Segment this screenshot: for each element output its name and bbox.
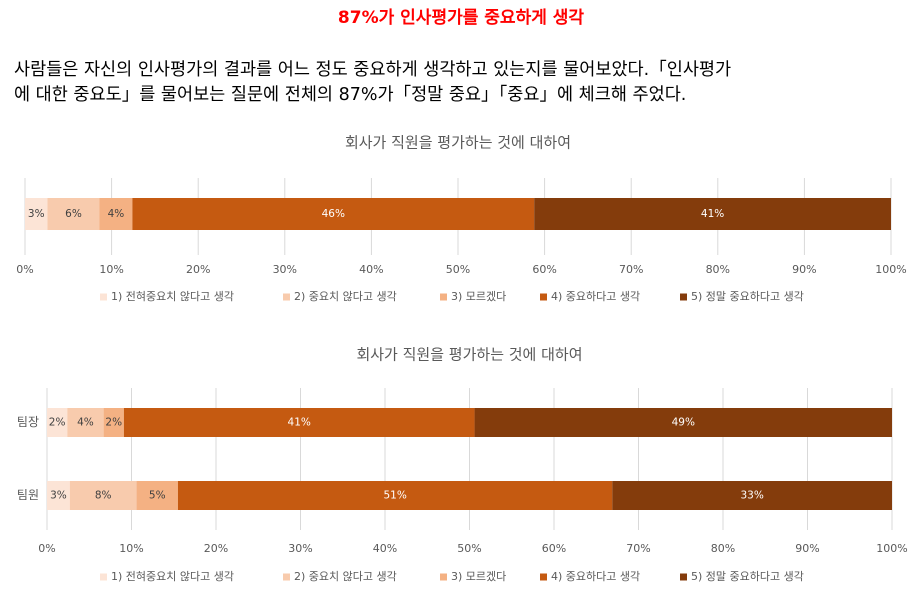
x-tick-label: 100%: [876, 542, 907, 555]
x-tick-label: 50%: [446, 263, 470, 276]
x-tick-label: 80%: [711, 542, 735, 555]
bar-segment: [534, 198, 891, 230]
x-tick-label: 30%: [273, 263, 297, 276]
legend-swatch: [680, 573, 687, 581]
bar-segment: [67, 408, 104, 437]
x-tick-label: 90%: [792, 263, 816, 276]
bar-segment: [47, 198, 100, 230]
data-label: 8%: [95, 490, 112, 502]
x-tick-label: 30%: [288, 542, 312, 555]
data-label: 49%: [672, 417, 695, 429]
x-tick-label: 10%: [119, 542, 143, 555]
data-label: 4%: [77, 417, 94, 429]
x-tick-label: 10%: [99, 263, 123, 276]
bar-segment: [136, 481, 178, 510]
legend-swatch: [680, 293, 687, 301]
x-tick-label: 40%: [373, 542, 397, 555]
data-label: 46%: [322, 208, 345, 220]
data-label: 4%: [108, 208, 125, 220]
legend-label: 3) 모르겠다: [451, 570, 506, 583]
x-tick-label: 80%: [706, 263, 730, 276]
category-label: 팀장: [17, 415, 39, 429]
legend-label: 5) 정말 중요하다고 생각: [691, 289, 804, 303]
x-tick-label: 0%: [16, 263, 33, 276]
x-tick-label: 60%: [542, 542, 566, 555]
bar-segment: [47, 481, 70, 510]
data-label: 5%: [149, 490, 166, 502]
bar-segment: [612, 481, 892, 510]
legend-label: 1) 전혀중요치 않다고 생각: [111, 290, 234, 303]
legend-label: 4) 중요하다고 생각: [551, 289, 640, 303]
x-tick-label: 60%: [532, 263, 556, 276]
legend-label: 5) 정말 중요하다고 생각: [691, 569, 804, 583]
bar-segment: [47, 408, 68, 437]
data-label: 41%: [701, 208, 724, 220]
data-label: 2%: [49, 417, 66, 429]
legend-swatch: [540, 573, 547, 581]
x-tick-label: 100%: [875, 263, 906, 276]
bar-segment: [25, 198, 48, 230]
bar-segment: [99, 198, 133, 230]
x-tick-label: 0%: [38, 542, 55, 555]
data-label: 3%: [50, 490, 67, 502]
legend-swatch: [100, 573, 107, 581]
category-label: 팀원: [17, 488, 39, 502]
data-label: 33%: [740, 490, 763, 502]
legend-swatch: [100, 293, 107, 301]
legend-label: 2) 중요치 않다고 생각: [294, 290, 397, 303]
bar-segment: [474, 408, 892, 437]
x-tick-label: 70%: [626, 542, 650, 555]
legend-label: 4) 중요하다고 생각: [551, 569, 640, 583]
legend-swatch: [440, 573, 447, 581]
page-title: 87%가 인사평가를 중요하게 생각: [338, 8, 584, 28]
bar-segment: [177, 481, 613, 510]
paragraph-line: 사람들은 자신의 인사평가의 결과를 어느 정도 중요하게 생각하고 있는지를 …: [14, 60, 731, 80]
legend-label: 2) 중요치 않다고 생각: [294, 570, 397, 583]
data-label: 51%: [383, 490, 406, 502]
x-tick-label: 40%: [359, 263, 383, 276]
legend-swatch: [540, 293, 547, 301]
data-label: 2%: [105, 417, 122, 429]
x-tick-label: 20%: [204, 542, 228, 555]
x-tick-label: 50%: [457, 542, 481, 555]
bar-segment: [69, 481, 137, 510]
bar-segment: [132, 198, 535, 230]
legend-swatch: [440, 293, 447, 301]
x-tick-label: 90%: [795, 542, 819, 555]
bar-segment: [103, 408, 124, 437]
legend-label: 3) 모르겠다: [451, 290, 506, 303]
x-tick-label: 70%: [619, 263, 643, 276]
data-label: 3%: [28, 208, 45, 220]
chart-title: 회사가 직원을 평가하는 것에 대하여: [356, 346, 582, 364]
legend-swatch: [283, 573, 290, 581]
legend-label: 1) 전혀중요치 않다고 생각: [111, 570, 234, 583]
data-label: 6%: [65, 208, 82, 220]
bar-segment: [123, 408, 475, 437]
x-tick-label: 20%: [186, 263, 210, 276]
legend-swatch: [283, 293, 290, 301]
data-label: 41%: [288, 417, 311, 429]
chart-title: 회사가 직원을 평가하는 것에 대하여: [345, 134, 571, 152]
paragraph-line: 에 대한 중요도」를 물어보는 질문에 전체의 87%가「정말 중요」「중요」에…: [14, 85, 686, 105]
